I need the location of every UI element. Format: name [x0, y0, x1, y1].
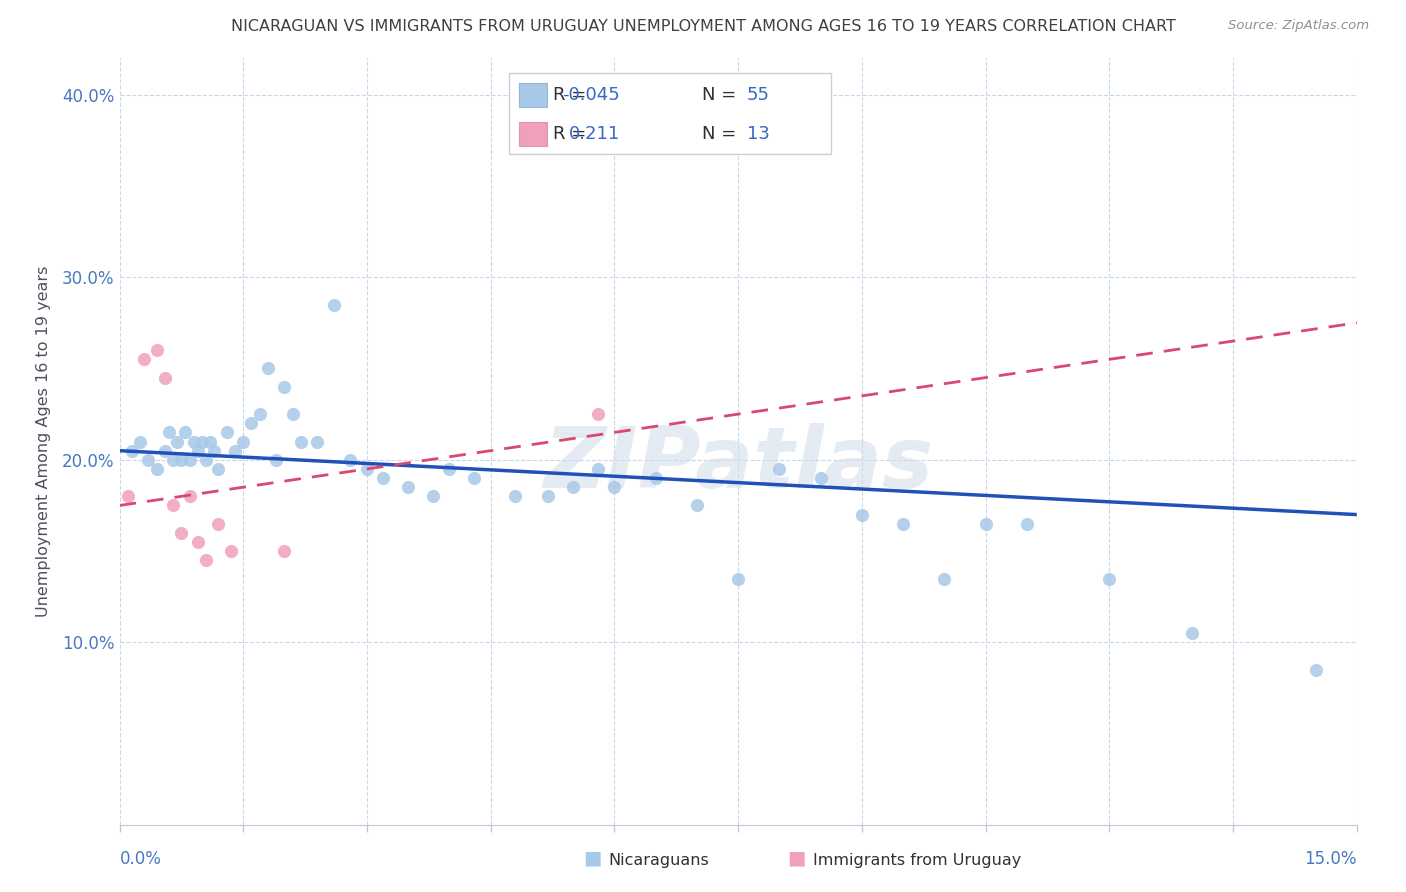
- Text: NICARAGUAN VS IMMIGRANTS FROM URUGUAY UNEMPLOYMENT AMONG AGES 16 TO 19 YEARS COR: NICARAGUAN VS IMMIGRANTS FROM URUGUAY UN…: [231, 19, 1175, 34]
- Text: Immigrants from Uruguay: Immigrants from Uruguay: [813, 853, 1021, 868]
- Point: [170, 525, 193, 540]
- Point: [145, 343, 167, 358]
- Point: [224, 443, 246, 458]
- Point: [356, 462, 378, 476]
- Text: N =: N =: [702, 125, 737, 143]
- Y-axis label: Unemployment Among Ages 16 to 19 years: Unemployment Among Ages 16 to 19 years: [37, 266, 51, 617]
- Point: [249, 407, 271, 421]
- Point: [264, 452, 287, 467]
- Point: [121, 443, 143, 458]
- Point: [257, 361, 280, 376]
- Point: [195, 452, 218, 467]
- Point: [586, 407, 609, 421]
- Text: Nicaraguans: Nicaraguans: [609, 853, 710, 868]
- Text: 55: 55: [747, 86, 770, 104]
- Point: [219, 544, 242, 558]
- Point: [586, 462, 609, 476]
- Point: [768, 462, 790, 476]
- Point: [138, 452, 160, 467]
- Point: [1098, 572, 1121, 586]
- Point: [191, 434, 214, 449]
- Point: [174, 425, 197, 440]
- Point: [463, 471, 485, 485]
- Point: [686, 499, 709, 513]
- Point: [537, 489, 560, 503]
- Point: [162, 499, 184, 513]
- Point: [187, 535, 209, 549]
- Point: [153, 370, 176, 384]
- Point: [157, 425, 180, 440]
- Text: 0.0%: 0.0%: [120, 850, 162, 868]
- Point: [202, 443, 225, 458]
- Text: R =: R =: [553, 86, 586, 104]
- Point: [207, 516, 229, 531]
- Point: [145, 462, 167, 476]
- Point: [290, 434, 312, 449]
- Point: [215, 425, 238, 440]
- Point: [273, 544, 295, 558]
- Point: [129, 434, 152, 449]
- Text: Source: ZipAtlas.com: Source: ZipAtlas.com: [1229, 19, 1369, 32]
- Point: [153, 443, 176, 458]
- Point: [117, 489, 139, 503]
- Text: 13: 13: [747, 125, 770, 143]
- Point: [505, 489, 527, 503]
- Point: [195, 553, 218, 567]
- Point: [339, 452, 361, 467]
- Point: [603, 480, 626, 494]
- Point: [1181, 626, 1204, 640]
- Point: [170, 452, 193, 467]
- FancyBboxPatch shape: [519, 83, 547, 107]
- Point: [851, 508, 873, 522]
- Point: [422, 489, 444, 503]
- Point: [1305, 663, 1327, 677]
- Point: [307, 434, 329, 449]
- Point: [273, 380, 295, 394]
- Point: [439, 462, 461, 476]
- Text: 15.0%: 15.0%: [1305, 850, 1357, 868]
- FancyBboxPatch shape: [519, 121, 547, 145]
- Point: [207, 462, 229, 476]
- Point: [232, 434, 254, 449]
- Text: ZIPatlas: ZIPatlas: [543, 423, 934, 506]
- Text: 0.211: 0.211: [569, 125, 620, 143]
- Point: [974, 516, 997, 531]
- Point: [562, 480, 585, 494]
- Point: [1015, 516, 1038, 531]
- Point: [134, 352, 156, 367]
- Point: [200, 434, 222, 449]
- Point: [934, 572, 956, 586]
- Point: [810, 471, 832, 485]
- Point: [373, 471, 395, 485]
- Text: -0.045: -0.045: [562, 86, 620, 104]
- Point: [166, 434, 188, 449]
- Point: [323, 297, 346, 311]
- FancyBboxPatch shape: [509, 73, 831, 153]
- Point: [183, 434, 205, 449]
- Point: [240, 417, 263, 431]
- Point: [891, 516, 914, 531]
- Text: N =: N =: [702, 86, 737, 104]
- Point: [162, 452, 184, 467]
- Point: [179, 489, 201, 503]
- Point: [187, 443, 209, 458]
- Text: ■: ■: [787, 849, 806, 868]
- Text: R =: R =: [553, 125, 586, 143]
- Point: [281, 407, 304, 421]
- Point: [396, 480, 419, 494]
- Point: [727, 572, 749, 586]
- Point: [179, 452, 201, 467]
- Point: [644, 471, 666, 485]
- Text: ■: ■: [583, 849, 602, 868]
